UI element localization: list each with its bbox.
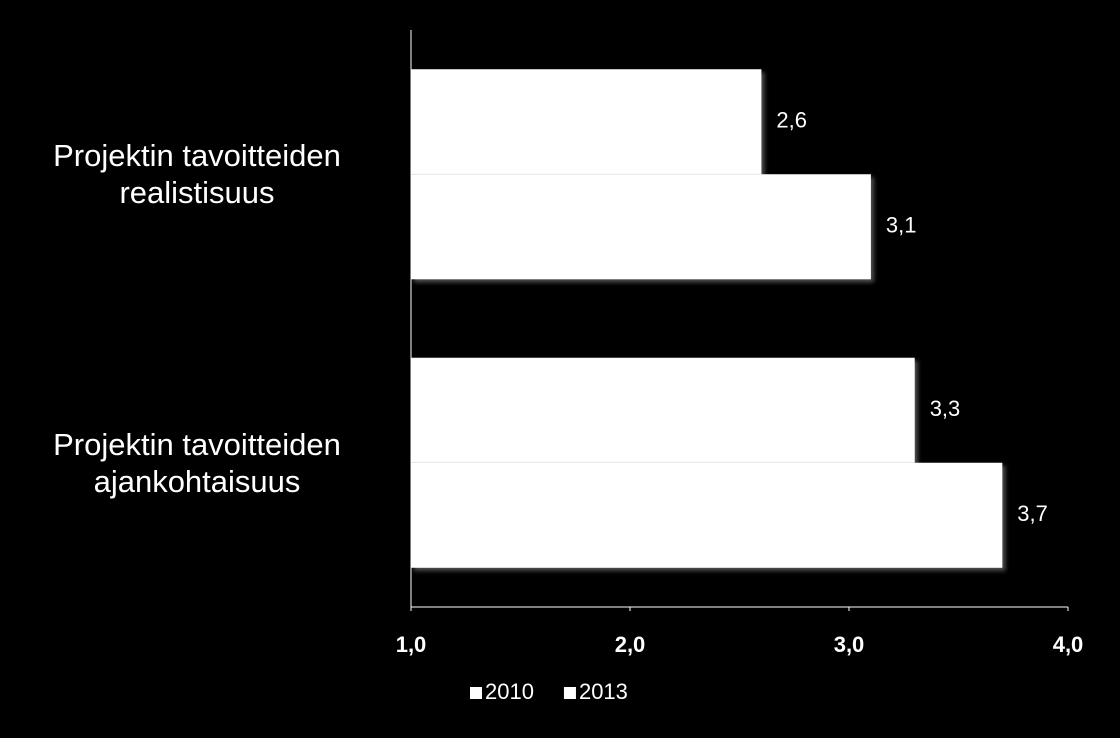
bar <box>411 357 915 463</box>
legend-label: 2013 <box>579 679 628 704</box>
category-label: Projektin tavoitteiden ajankohtaisuus <box>53 426 341 499</box>
x-tick-label: 4,0 <box>1053 632 1084 657</box>
bar <box>411 174 871 280</box>
value-label: 2,6 <box>776 108 807 133</box>
category-label: Projektin tavoitteiden realistisuus <box>53 138 341 211</box>
x-tick-label: 1,0 <box>396 632 427 657</box>
value-label: 3,1 <box>886 213 917 238</box>
value-label: 3,3 <box>930 396 961 421</box>
x-tick-label: 3,0 <box>834 632 865 657</box>
bar <box>411 462 1003 568</box>
legend-swatch <box>563 687 576 699</box>
legend-swatch <box>470 687 482 699</box>
legend-label: 2010 <box>485 679 534 704</box>
bar <box>411 69 762 175</box>
x-tick-label: 2,0 <box>615 632 646 657</box>
value-label: 3,7 <box>1017 501 1048 526</box>
